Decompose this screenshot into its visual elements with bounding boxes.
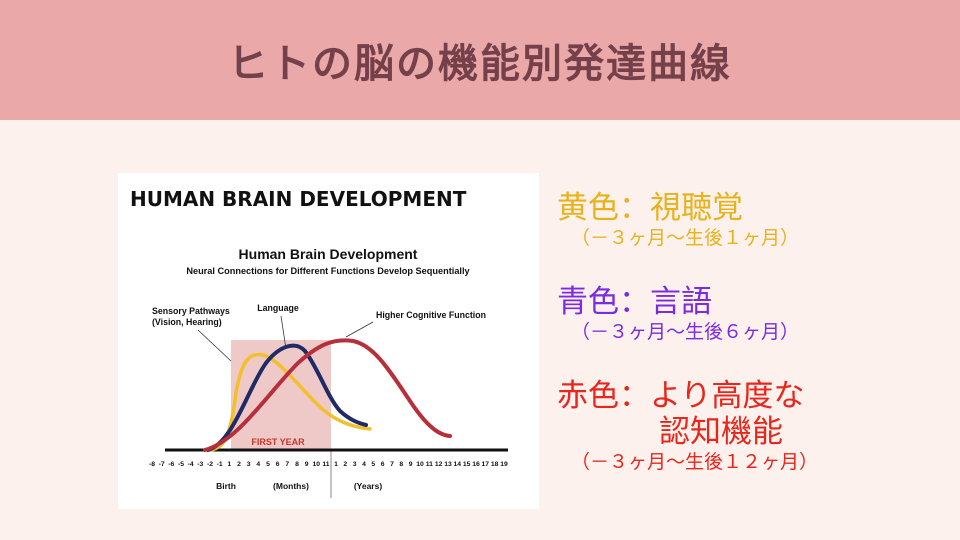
tick-month-3: -5 (178, 461, 184, 468)
series-line-cognitive (203, 338, 452, 452)
tick-month-2: -6 (168, 461, 174, 468)
legend-label-cognitive: Higher Cognitive Function (376, 310, 486, 320)
tick-year-2: 3 (353, 461, 357, 468)
tick-year-5: 6 (381, 461, 385, 468)
title-bar: ヒトの脳の機能別発達曲線 (0, 0, 960, 120)
tick-month-7: -1 (217, 461, 223, 468)
tick-year-10: 11 (426, 461, 433, 468)
tick-year-13: 14 (454, 461, 462, 468)
tick-month-17: 10 (313, 461, 321, 468)
tick-year-6: 7 (390, 461, 394, 468)
tick-year-16: 17 (482, 461, 490, 468)
tick-month-0: -8 (149, 461, 155, 468)
color-legend: 黄色：視聴覚 （－３ヶ月～生後１ヶ月） 青色：言語 （－３ヶ月～生後６ヶ月） 赤… (557, 190, 952, 474)
tick-month-5: -3 (197, 461, 203, 468)
tick-year-18: 19 (500, 461, 508, 468)
tick-month-14: 7 (285, 461, 289, 468)
legend-blue-title: 青色：言語 (557, 284, 712, 320)
chart-subtitle: Neural Connections for Different Functio… (186, 266, 470, 276)
legend-yellow-title: 黄色：視聴覚 (557, 190, 743, 226)
tick-month-13: 6 (276, 461, 280, 468)
sensory-line-2: (Vision, Hearing) (152, 317, 222, 327)
tick-year-9: 10 (416, 461, 424, 468)
tick-year-0: 1 (334, 461, 338, 468)
tick-year-3: 4 (362, 461, 366, 468)
series-line-language (206, 343, 368, 452)
chart-banner: HUMAN BRAIN DEVELOPMENT (130, 187, 467, 211)
tick-year-8: 9 (409, 461, 413, 468)
tick-month-9: 2 (237, 461, 241, 468)
x-ticks-months: -8 -7 -6 -5 -4 -3 -2 -1 1 2 3 4 5 6 7 8 9 10 11 (149, 461, 330, 468)
brain-development-chart: HUMAN BRAIN DEVELOPMENT Human Brain Deve… (118, 173, 539, 509)
tick-month-16: 9 (305, 461, 309, 468)
tick-year-17: 18 (491, 461, 499, 468)
tick-month-1: -7 (159, 461, 165, 468)
first-year-band (231, 340, 331, 451)
tick-year-12: 13 (444, 461, 452, 468)
first-year-label: FIRST YEAR (251, 437, 305, 447)
legend-red-title: 赤色：より高度な (557, 378, 805, 414)
legend-label-sensory: Sensory Pathways (Vision, Hearing) (152, 306, 232, 327)
chart-svg: HUMAN BRAIN DEVELOPMENT Human Brain Deve… (130, 187, 508, 498)
x-caption-months: (Months) (273, 481, 309, 491)
tick-month-11: 4 (256, 461, 260, 468)
tick-month-8: 1 (227, 461, 231, 468)
legend-yellow-period: （－３ヶ月～生後１ヶ月） (571, 227, 800, 249)
legend-red-period: （－３ヶ月～生後１２ヶ月） (571, 451, 819, 473)
tick-year-4: 5 (371, 461, 375, 468)
sensory-line-1: Sensory Pathways (152, 306, 230, 316)
chart-title: Human Brain Development (239, 246, 418, 262)
tick-month-18: 11 (322, 461, 329, 468)
tick-month-10: 3 (247, 461, 251, 468)
tick-year-11: 12 (435, 461, 443, 468)
x-ticks-years: 1 2 3 4 5 6 7 8 9 10 11 12 13 14 15 16 17 18 19 (334, 461, 508, 468)
tick-month-4: -4 (188, 461, 194, 468)
tick-month-6: -2 (207, 461, 213, 468)
legend-red-title-line2: 認知機能 (659, 414, 783, 450)
tick-year-14: 15 (463, 461, 471, 468)
x-caption-years: (Years) (354, 481, 383, 491)
sensory-pointer (197, 329, 232, 362)
x-caption-birth: Birth (216, 481, 236, 491)
legend-blue-period: （－３ヶ月～生後６ヶ月） (571, 321, 800, 343)
tick-month-12: 5 (266, 461, 270, 468)
language-pointer (280, 315, 287, 350)
tick-year-7: 8 (399, 461, 403, 468)
slide-title: ヒトの脳の機能別発達曲線 (228, 41, 732, 87)
cognitive-pointer (345, 321, 374, 338)
tick-year-1: 2 (343, 461, 347, 468)
legend-label-language: Language (257, 303, 299, 313)
tick-year-15: 16 (472, 461, 480, 468)
tick-month-15: 8 (295, 461, 299, 468)
